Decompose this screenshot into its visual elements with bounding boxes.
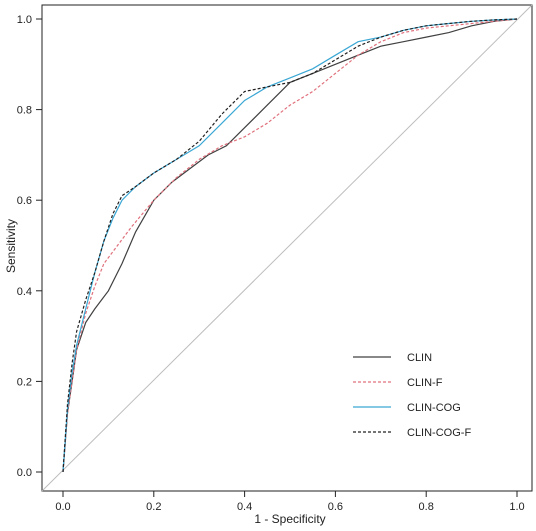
x-tick-label: 0.0 (55, 501, 70, 513)
series-line-clin-cog (62, 18, 518, 473)
y-axis-title: Sensitivity (4, 219, 18, 273)
x-tick-label: 0.8 (419, 501, 434, 513)
reference-diagonal (41, 4, 533, 492)
x-axis-title: 1 - Specificity (254, 512, 325, 526)
series-line-clin-f (62, 18, 518, 473)
legend-label-clin-cog-f: CLIN-COG-F (407, 427, 471, 439)
x-tick-label: 0.4 (237, 501, 252, 513)
series-line-clin (62, 18, 518, 473)
y-tick-label: 0.8 (17, 105, 32, 117)
y-axis: 0.0 0.2 0.4 0.6 0.8 1.0 (17, 14, 42, 479)
y-tick-label: 0.6 (17, 195, 32, 207)
y-tick-label: 1.0 (17, 14, 32, 26)
x-tick-label: 1.0 (509, 501, 524, 513)
legend-label-clin-f: CLIN-F (407, 377, 443, 389)
plot-frame (41, 4, 533, 492)
legend-label-clin: CLIN (407, 352, 432, 364)
y-tick-label: 0.4 (17, 286, 32, 298)
reference-line (41, 4, 533, 492)
y-tick-label: 0.0 (17, 467, 32, 479)
x-tick-label: 0.2 (146, 501, 161, 513)
legend-label-clin-cog: CLIN-COG (407, 402, 461, 414)
x-axis: 0.0 0.2 0.4 0.6 0.8 1.0 (55, 491, 525, 513)
legend: CLIN CLIN-F CLIN-COG CLIN-COG-F (353, 352, 471, 439)
series-group (62, 18, 518, 473)
x-tick-label: 0.6 (328, 501, 343, 513)
y-tick-label: 0.2 (17, 376, 32, 388)
